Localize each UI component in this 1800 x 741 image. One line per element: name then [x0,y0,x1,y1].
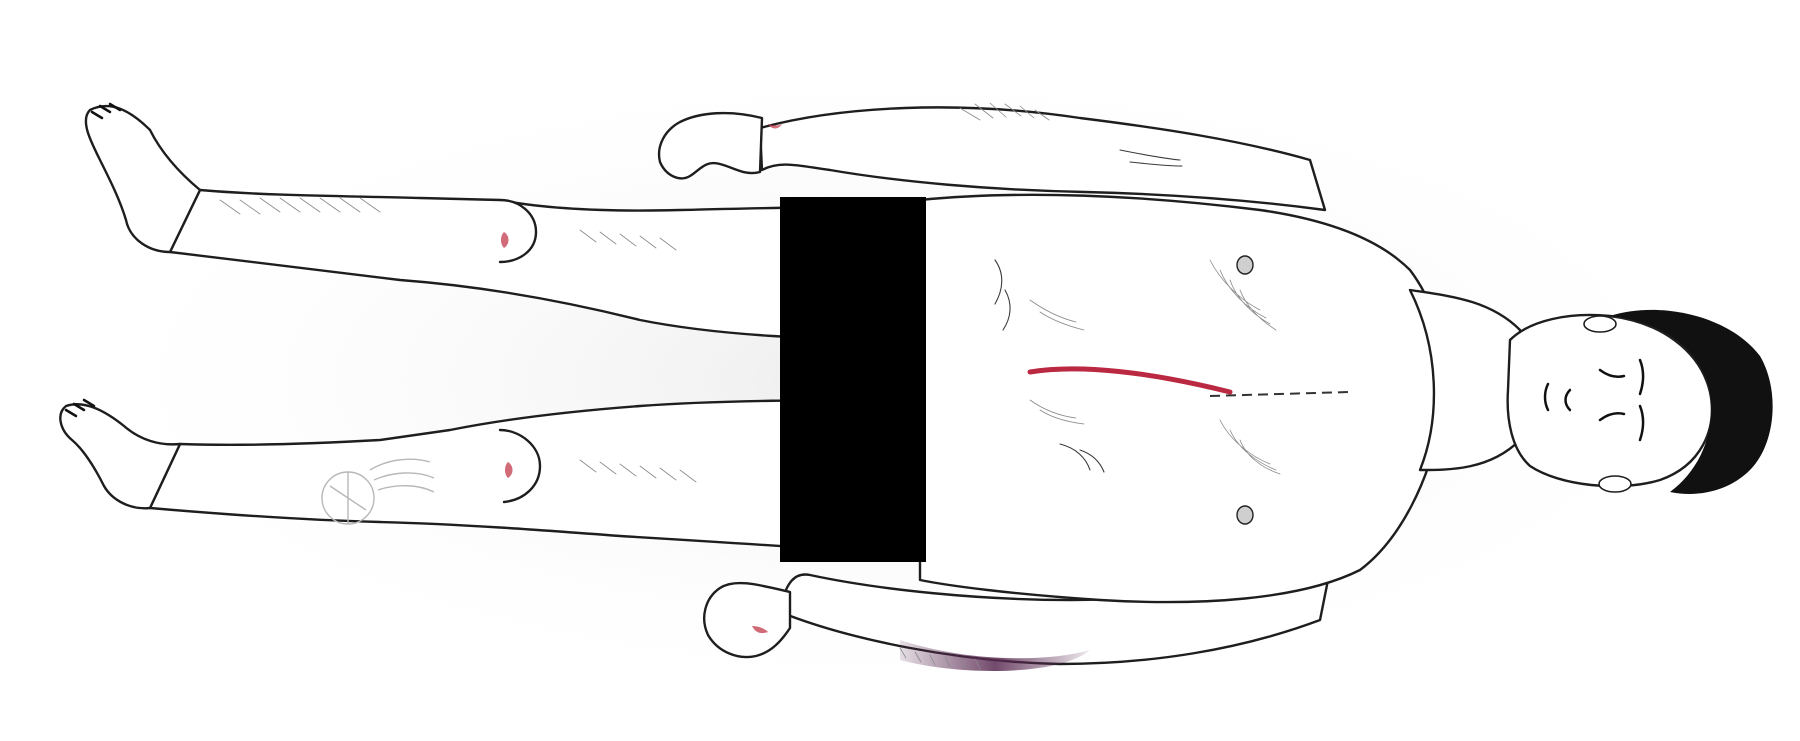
censor-bar-icon [780,197,926,562]
lower-foot [59,398,182,510]
sternum-line [1209,391,1351,397]
nose [1564,388,1572,412]
nipple-lower [1236,505,1254,525]
toes-upper [90,102,122,120]
eyes [1598,368,1626,422]
ear-upper [1583,315,1617,333]
ear-lower [1598,475,1632,493]
torso-icon [918,193,1445,604]
neck [1408,288,1522,472]
head-icon [1506,309,1773,494]
lower-leg [148,398,922,558]
lower-hand [703,581,792,659]
incision-icon [1027,366,1233,395]
upper-hand [657,111,782,180]
tattoo-icon [321,458,435,525]
bruise-icon [900,640,1090,671]
hair-icon [1610,309,1773,494]
brow-lower [1638,404,1645,442]
upper-arm [758,102,1327,212]
brow-upper [1638,358,1645,396]
mouth [1543,382,1550,412]
nipple-upper [1236,255,1254,275]
upper-foot [84,102,202,254]
upper-leg [168,188,922,342]
toes-lower [64,398,96,418]
